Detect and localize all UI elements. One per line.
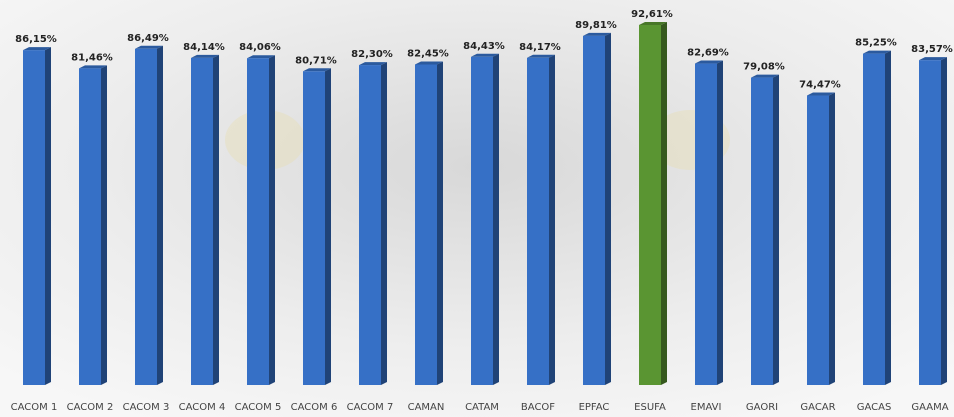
bar-top xyxy=(751,74,779,78)
x-tick-label: EPFAC xyxy=(579,402,610,413)
x-tick-label: BACOF xyxy=(521,402,555,413)
bar-top xyxy=(303,68,331,72)
x-tick-label: ESUFA xyxy=(634,402,666,413)
bar-side xyxy=(213,54,219,385)
value-label: 89,81% xyxy=(575,20,617,31)
value-label: 84,43% xyxy=(463,41,505,52)
bar-top xyxy=(135,45,163,49)
bar xyxy=(583,35,605,386)
bar-top xyxy=(247,55,275,59)
x-tick-label: GACAR xyxy=(800,402,835,413)
bar-side xyxy=(717,60,723,386)
bar-side xyxy=(325,68,331,385)
value-label: 82,30% xyxy=(351,49,393,60)
bar-top xyxy=(919,57,947,61)
bar-side xyxy=(773,74,779,385)
bar-side xyxy=(493,53,499,386)
bar xyxy=(695,63,717,386)
value-label: 79,08% xyxy=(743,62,785,73)
value-label: 84,06% xyxy=(239,42,281,53)
value-label: 92,61% xyxy=(631,9,673,20)
value-label: 86,49% xyxy=(127,33,169,44)
bar-side xyxy=(101,65,107,385)
bar-side xyxy=(829,92,835,385)
value-label: 85,25% xyxy=(855,38,897,49)
bar-side xyxy=(269,55,275,386)
bar xyxy=(807,95,829,385)
bar xyxy=(191,57,213,385)
bar-side xyxy=(157,45,163,385)
bar-side xyxy=(605,32,611,386)
value-label: 84,14% xyxy=(183,42,225,53)
bar-top xyxy=(471,53,499,57)
x-tick-label: CAMAN xyxy=(408,402,445,413)
bar-top xyxy=(23,47,51,51)
value-label: 74,47% xyxy=(799,80,841,91)
bar xyxy=(303,71,325,385)
x-tick-label: CACOM 1 xyxy=(11,402,58,413)
value-label: 84,17% xyxy=(519,42,561,53)
x-tick-label: GAAMA xyxy=(911,402,948,413)
value-label: 86,15% xyxy=(15,34,57,45)
bar xyxy=(79,68,101,385)
bar-top xyxy=(527,54,555,58)
bar-top xyxy=(583,32,611,36)
x-tick-label: CACOM 5 xyxy=(235,402,282,413)
bar xyxy=(415,64,437,385)
bar-top xyxy=(79,65,107,69)
bar-side xyxy=(941,57,947,385)
bar xyxy=(471,56,493,386)
value-label: 81,46% xyxy=(71,52,113,63)
x-tick-label: GAORI xyxy=(746,402,778,413)
bar xyxy=(135,48,157,385)
x-tick-label: CACOM 7 xyxy=(347,402,394,413)
bar xyxy=(247,58,269,386)
value-label: 82,69% xyxy=(687,48,729,59)
bar xyxy=(639,25,661,385)
x-tick-label: CACOM 4 xyxy=(179,402,226,413)
bar xyxy=(919,60,941,385)
bar-top xyxy=(639,22,667,25)
bar xyxy=(23,50,45,386)
bar xyxy=(527,57,549,385)
bar-side xyxy=(549,54,555,385)
bar-top xyxy=(807,92,835,96)
bar-top xyxy=(415,61,443,65)
bar-side xyxy=(381,62,387,385)
value-label: 83,57% xyxy=(911,44,953,55)
x-tick-label: CACOM 2 xyxy=(67,402,114,413)
bar xyxy=(359,65,381,385)
bar-side xyxy=(45,47,51,386)
x-tick-label: CACOM 3 xyxy=(123,402,170,413)
x-tick-label: CATAM xyxy=(465,402,499,413)
bar-side xyxy=(437,61,443,385)
value-label: 80,71% xyxy=(295,55,337,66)
bar-top xyxy=(359,62,387,66)
bar-top xyxy=(695,60,723,64)
bar-side xyxy=(661,22,667,385)
bar xyxy=(863,53,885,386)
bar-top xyxy=(863,50,891,54)
bar-top xyxy=(191,54,219,58)
x-tick-label: GACAS xyxy=(857,402,892,413)
x-tick-label: EMAVI xyxy=(691,402,722,413)
value-label: 82,45% xyxy=(407,48,449,59)
bar xyxy=(751,77,773,385)
x-tick-label: CACOM 6 xyxy=(291,402,338,413)
bar-side xyxy=(885,50,891,386)
